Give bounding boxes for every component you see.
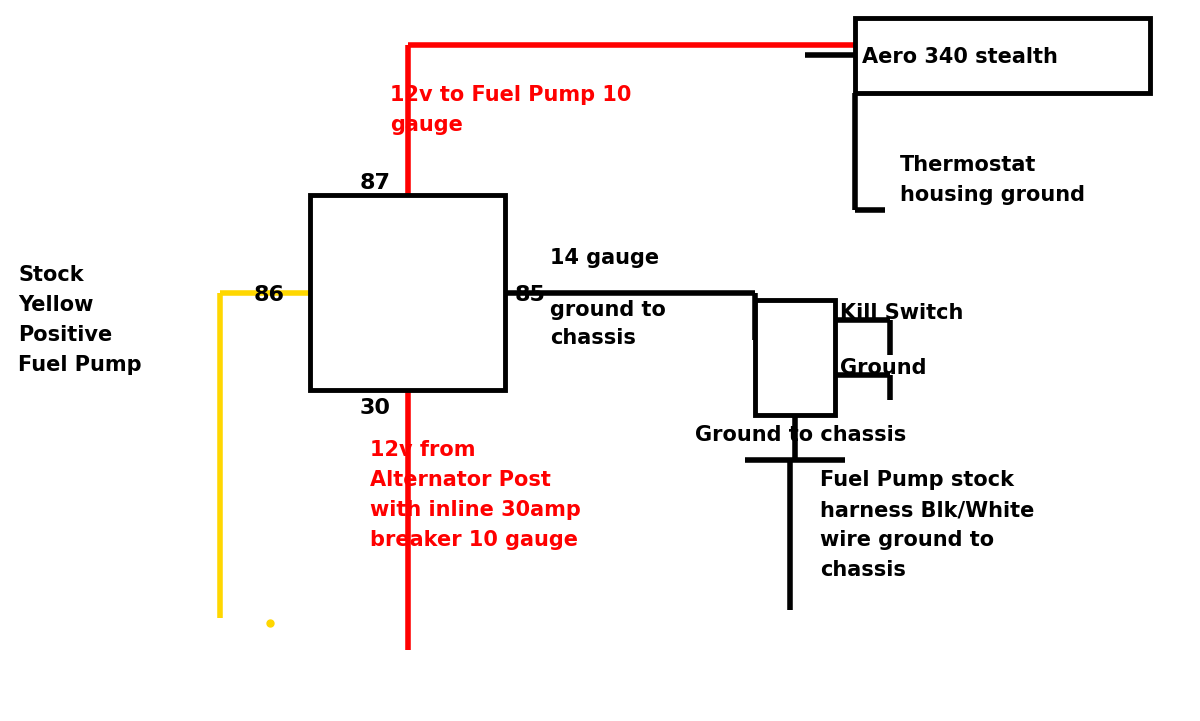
Text: Positive: Positive <box>18 325 113 345</box>
Text: breaker 10 gauge: breaker 10 gauge <box>370 530 578 550</box>
Text: Fuel Pump: Fuel Pump <box>18 355 142 375</box>
Text: 12v to Fuel Pump 10: 12v to Fuel Pump 10 <box>390 85 631 105</box>
Text: housing ground: housing ground <box>900 185 1085 205</box>
Text: 14 gauge: 14 gauge <box>550 248 659 268</box>
Text: chassis: chassis <box>820 560 906 580</box>
Text: 86: 86 <box>254 285 286 305</box>
Text: Alternator Post: Alternator Post <box>370 470 551 490</box>
Text: harness Blk/White: harness Blk/White <box>820 500 1034 520</box>
Text: gauge: gauge <box>390 115 463 135</box>
Bar <box>310 195 505 390</box>
Text: Kill Switch: Kill Switch <box>840 303 964 323</box>
Text: 85: 85 <box>515 285 546 305</box>
Text: 12v from: 12v from <box>370 440 475 460</box>
Text: Ground: Ground <box>840 358 926 378</box>
Text: 87: 87 <box>360 173 391 193</box>
Text: Aero 340 stealth: Aero 340 stealth <box>862 47 1058 67</box>
Text: Thermostat: Thermostat <box>900 155 1037 175</box>
Text: with inline 30amp: with inline 30amp <box>370 500 581 520</box>
Text: Fuel Pump stock: Fuel Pump stock <box>820 470 1014 490</box>
Text: ground to: ground to <box>550 300 666 320</box>
Bar <box>755 300 835 415</box>
Bar <box>854 18 1150 93</box>
Text: wire ground to: wire ground to <box>820 530 994 550</box>
Text: Ground to chassis: Ground to chassis <box>695 425 906 445</box>
Text: Yellow: Yellow <box>18 295 94 315</box>
Text: Stock: Stock <box>18 265 84 285</box>
Text: 30: 30 <box>360 398 391 418</box>
Text: chassis: chassis <box>550 328 636 348</box>
